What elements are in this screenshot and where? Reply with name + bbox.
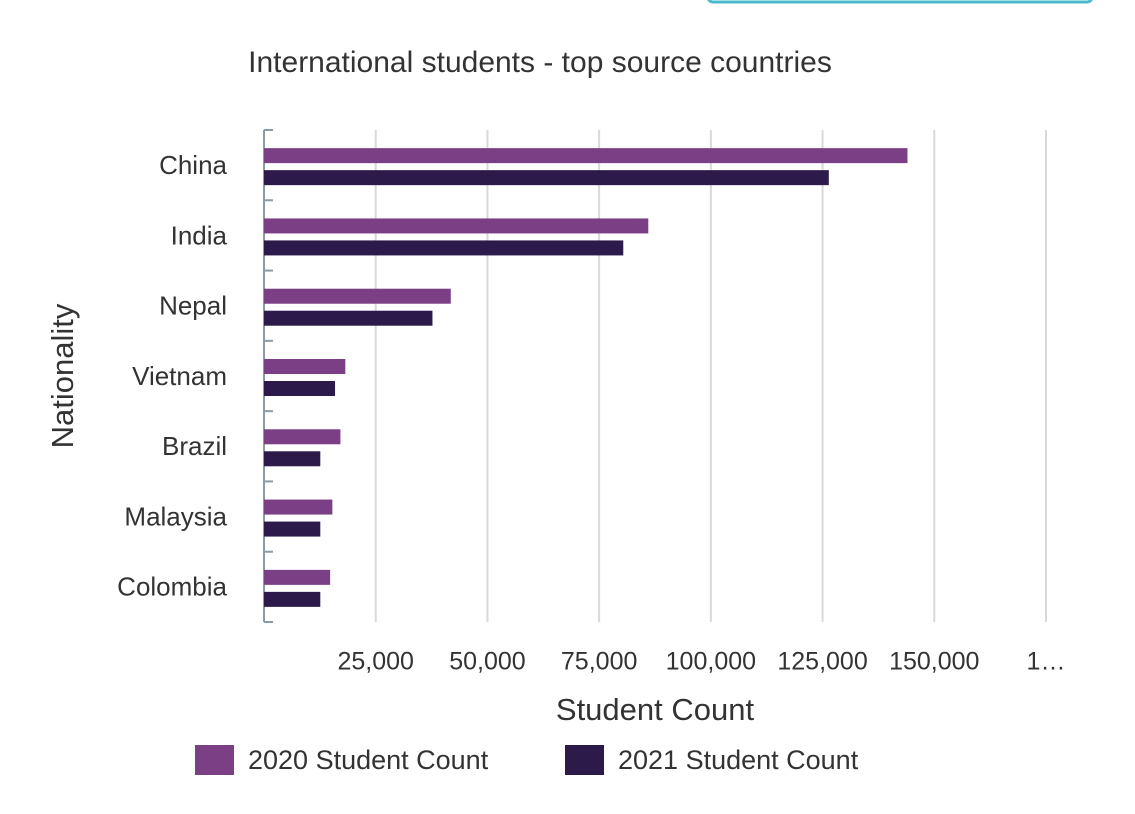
bar (264, 218, 649, 234)
bar (264, 521, 321, 537)
x-tick-label: 1… (1027, 648, 1066, 676)
legend-swatch (195, 745, 234, 775)
bar (264, 429, 341, 445)
bar (264, 310, 433, 326)
legend-label: 2020 Student Count (248, 745, 489, 775)
x-tick-label: 150,000 (889, 648, 979, 676)
legend-swatch (565, 745, 604, 775)
bar (264, 359, 346, 374)
bar (264, 499, 333, 515)
x-tick-label: 25,000 (337, 648, 413, 676)
top-button[interactable] (707, 0, 1093, 4)
bar (264, 240, 624, 256)
x-axis-label: Student Count (556, 692, 755, 727)
y-tick-label: China (159, 150, 227, 180)
bar (264, 170, 829, 186)
bar (264, 288, 451, 304)
x-tick-label: 125,000 (777, 648, 867, 676)
y-tick-label: Brazil (162, 431, 227, 461)
x-tick-label: 75,000 (561, 648, 637, 676)
y-axis-label: Nationality (45, 303, 80, 448)
y-tick-label: Colombia (117, 572, 227, 602)
bar (264, 451, 321, 467)
x-tick-label: 100,000 (666, 648, 756, 676)
legend-label: 2021 Student Count (618, 745, 859, 775)
y-tick-label: Vietnam (132, 361, 227, 391)
bar (264, 569, 331, 585)
y-tick-label: India (171, 220, 228, 250)
x-tick-label: 50,000 (449, 648, 525, 676)
bar (264, 591, 321, 607)
bar (264, 148, 908, 164)
bar (264, 381, 336, 396)
chart-title: International students - top source coun… (248, 46, 832, 79)
y-tick-label: Malaysia (124, 501, 227, 531)
y-tick-label: Nepal (159, 291, 227, 321)
